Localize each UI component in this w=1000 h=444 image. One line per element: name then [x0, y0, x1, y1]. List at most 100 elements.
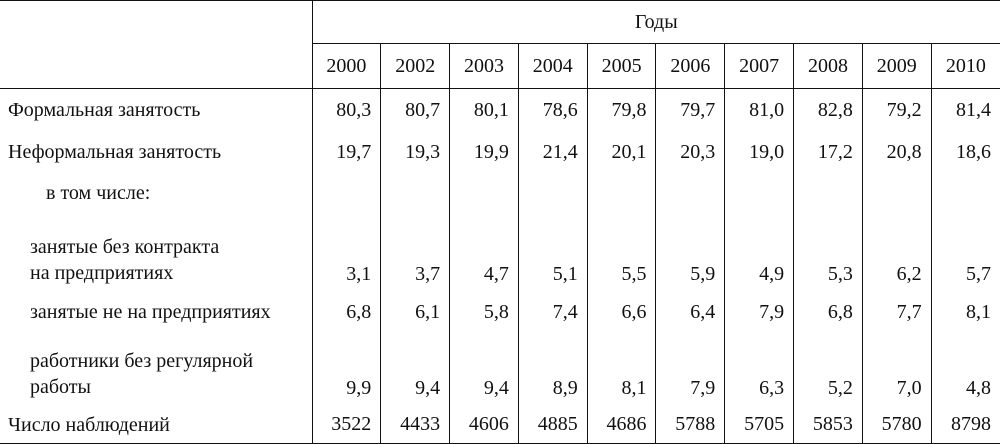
value-cell: 7,9	[655, 332, 725, 406]
year-row: 2000 2002 2003 2004 2005 2006 2007 2008 2009 2010	[0, 43, 1000, 89]
value-cell: 81,0	[724, 88, 794, 131]
value-cell: 7,0	[861, 332, 932, 406]
header-row: Годы	[0, 0, 1000, 89]
value-cell: 5,5	[586, 213, 656, 292]
year-header: 2000	[311, 43, 381, 89]
table-row: в том числе:	[0, 173, 1000, 213]
value-cell: 21,4	[517, 131, 588, 173]
value-cell: 19,0	[724, 131, 794, 173]
value-cell: 8,9	[517, 332, 588, 406]
value-cell: 8,1	[930, 292, 1000, 332]
value-cell: 19,7	[311, 131, 381, 173]
value-cell: 5788	[655, 406, 725, 444]
value-cell: 5,1	[517, 213, 588, 292]
value-cell: 4686	[586, 406, 656, 444]
value-cell: 4433	[380, 406, 450, 444]
value-cell: 7,7	[861, 292, 932, 332]
value-cell: 19,3	[380, 131, 450, 173]
table-row: Число наблюдений 3522 4433 4606 4885 4686 5788…	[0, 406, 1000, 444]
year-header: 2002	[380, 43, 450, 89]
value-cell: 4,7	[449, 213, 519, 292]
value-cell: 80,1	[449, 88, 519, 131]
value-cell: 17,2	[793, 131, 863, 173]
value-cell: 8,1	[586, 332, 656, 406]
value-cell	[311, 173, 381, 213]
value-cell: 6,6	[586, 292, 656, 332]
value-cell: 4,8	[930, 332, 1000, 406]
year-header: 2003	[449, 43, 519, 89]
row-label: занятые не на предприятиях	[30, 301, 271, 323]
value-cell	[793, 173, 863, 213]
value-cell: 6,3	[724, 332, 794, 406]
value-cell: 9,9	[311, 332, 381, 406]
value-cell: 80,3	[311, 88, 381, 131]
value-cell: 78,6	[517, 88, 588, 131]
value-cell	[449, 173, 519, 213]
year-header: 2009	[861, 43, 932, 89]
value-cell: 5853	[793, 406, 863, 444]
value-cell: 5705	[724, 406, 794, 444]
year-header: 2006	[655, 43, 725, 89]
row-label: занятые без контракта на предприятиях	[30, 236, 220, 284]
value-cell: 7,4	[517, 292, 588, 332]
value-cell: 20,3	[655, 131, 725, 173]
value-cell: 4,9	[724, 213, 794, 292]
value-cell: 20,1	[586, 131, 656, 173]
year-header: 2008	[793, 43, 863, 89]
value-cell	[380, 173, 450, 213]
row-label: работники без регулярной работы	[30, 350, 254, 398]
value-cell: 6,2	[861, 213, 932, 292]
corner-cell	[0, 0, 312, 89]
table-row: работники без регулярной работы 9,9 9,4 9,4…	[0, 332, 1000, 406]
row-label: в том числе:	[46, 182, 151, 204]
value-cell	[655, 173, 725, 213]
value-cell: 9,4	[380, 332, 450, 406]
value-cell: 81,4	[930, 88, 1000, 131]
value-cell: 82,8	[793, 88, 863, 131]
table-row: Формальная занятость 80,3 80,7 80,1 78,6 79,8…	[0, 88, 1000, 131]
value-cell	[930, 173, 1000, 213]
group-header: Годы	[311, 0, 1000, 44]
value-cell: 4606	[449, 406, 519, 444]
value-cell: 3,1	[311, 213, 381, 292]
value-cell: 20,8	[861, 131, 932, 173]
year-header: 2007	[724, 43, 794, 89]
value-cell	[861, 173, 932, 213]
value-cell: 6,1	[380, 292, 450, 332]
value-cell	[724, 173, 794, 213]
value-cell: 6,8	[311, 292, 381, 332]
year-header: 2004	[517, 43, 588, 89]
value-cell: 5,7	[930, 213, 1000, 292]
value-cell: 79,7	[655, 88, 725, 131]
value-cell: 6,8	[793, 292, 863, 332]
value-cell: 8798	[930, 406, 1000, 444]
value-cell: 3,7	[380, 213, 450, 292]
value-cell: 9,4	[449, 332, 519, 406]
value-cell: 5,9	[655, 213, 725, 292]
value-cell	[517, 173, 588, 213]
table-row: занятые без контракта на предприятиях 3,1…	[0, 213, 1000, 292]
value-cell: 79,2	[861, 88, 932, 131]
value-cell: 6,4	[655, 292, 725, 332]
value-cell: 5,2	[793, 332, 863, 406]
row-label: Формальная занятость	[8, 99, 201, 121]
row-label: Число наблюдений	[0, 406, 312, 444]
value-cell: 3522	[311, 406, 381, 444]
value-cell: 5,8	[449, 292, 519, 332]
value-cell: 5,3	[793, 213, 863, 292]
value-cell: 5780	[861, 406, 932, 444]
value-cell: 18,6	[930, 131, 1000, 173]
value-cell: 19,9	[449, 131, 519, 173]
table-row: Неформальная занятость 19,7 19,3 19,9 21,4 20…	[0, 131, 1000, 173]
value-cell: 4885	[517, 406, 588, 444]
value-cell: 7,9	[724, 292, 794, 332]
year-header: 2005	[586, 43, 656, 89]
value-cell	[586, 173, 656, 213]
value-cell: 79,8	[586, 88, 656, 131]
row-label: Неформальная занятость	[8, 141, 222, 163]
year-header: 2010	[930, 43, 1000, 89]
value-cell: 80,7	[380, 88, 450, 131]
